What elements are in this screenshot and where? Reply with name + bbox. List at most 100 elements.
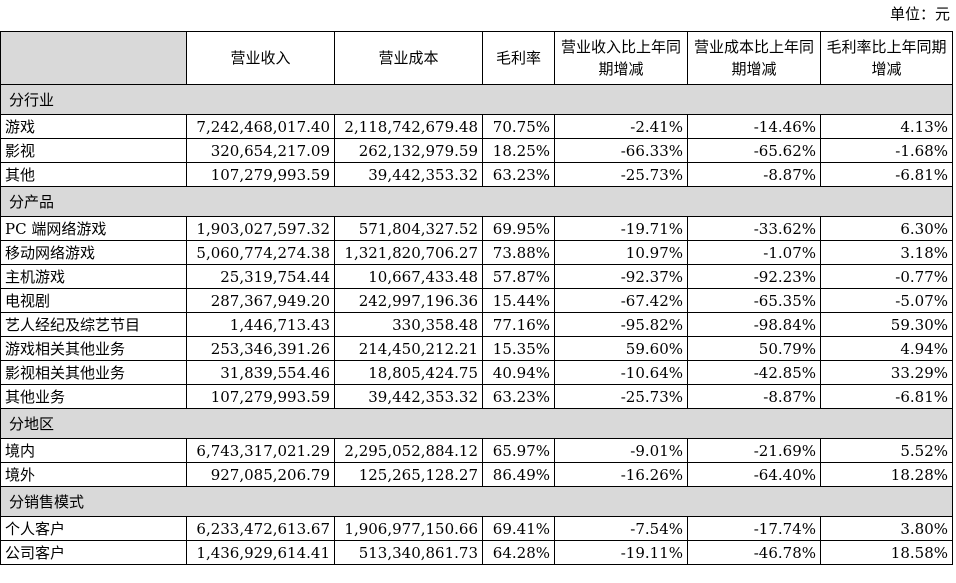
cost-yoy-cell: -21.69% [687,438,821,463]
revenue-yoy-cell: -19.11% [554,540,688,565]
cost-yoy-cell: -8.87% [687,162,821,187]
table-row: 其他 107,279,993.59 39,442,353.32 63.23% -25.7… [0,162,953,187]
column-header-revenue: 营业收入 [186,31,335,85]
table-row: 公司客户 1,436,929,614.41 513,340,861.73 64.28%… [0,540,953,565]
cost-yoy-cell: -42.85% [687,360,821,385]
revenue-cell: 253,346,391.26 [186,336,335,361]
revenue-yoy-cell: -19.71% [554,216,688,241]
revenue-yoy-cell: -2.41% [554,114,688,139]
margin-yoy-cell: 5.52% [820,438,953,463]
margin-yoy-cell: -0.77% [820,264,953,289]
financial-breakdown-table: 营业收入 营业成本 毛利率 营业收入比上年同期增减 营业成本比上年同期增减 毛利… [0,31,953,565]
margin-yoy-cell: -6.81% [820,384,953,409]
table-row: 主机游戏 25,319,754.44 10,667,433.48 57.87% -92.… [0,264,953,289]
cost-yoy-cell: -1.07% [687,240,821,265]
gross-margin-cell: 65.97% [482,438,555,463]
revenue-yoy-cell: 59.60% [554,336,688,361]
gross-margin-cell: 40.94% [482,360,555,385]
gross-margin-cell: 63.23% [482,162,555,187]
row-label: 个人客户 [0,516,187,541]
gross-margin-cell: 57.87% [482,264,555,289]
cost-yoy-cell: -64.40% [687,462,821,487]
gross-margin-cell: 69.95% [482,216,555,241]
table-body: 分行业 游戏 7,242,468,017.40 2,118,742,679.48 70.… [0,84,953,565]
revenue-cell: 7,242,468,017.40 [186,114,335,139]
revenue-cell: 1,903,027,597.32 [186,216,335,241]
gross-margin-cell: 70.75% [482,114,555,139]
row-label: 公司客户 [0,540,187,565]
table-row: 个人客户 6,233,472,613.67 1,906,977,150.66 69.4… [0,516,953,541]
table-row: 影视相关其他业务 31,839,554.46 18,805,424.75 40.94%… [0,360,953,385]
section-header-row: 分地区 [0,408,953,439]
margin-yoy-cell: 18.28% [820,462,953,487]
gross-margin-cell: 69.41% [482,516,555,541]
margin-yoy-cell: -1.68% [820,138,953,163]
row-label: 游戏相关其他业务 [0,336,187,361]
cost-yoy-cell: 50.79% [687,336,821,361]
cost-cell: 262,132,979.59 [334,138,483,163]
row-label: 游戏 [0,114,187,139]
column-header-label [0,31,187,85]
cost-cell: 2,118,742,679.48 [334,114,483,139]
section-title: 分地区 [0,408,953,439]
gross-margin-cell: 77.16% [482,312,555,337]
revenue-yoy-cell: -25.73% [554,162,688,187]
cost-cell: 242,997,196.36 [334,288,483,313]
cost-yoy-cell: -65.62% [687,138,821,163]
cost-cell: 39,442,353.32 [334,162,483,187]
table-row: 其他业务 107,279,993.59 39,442,353.32 63.23% -25… [0,384,953,409]
cost-yoy-cell: -46.78% [687,540,821,565]
cost-yoy-cell: -8.87% [687,384,821,409]
cost-cell: 10,667,433.48 [334,264,483,289]
revenue-cell: 31,839,554.46 [186,360,335,385]
cost-yoy-cell: -98.84% [687,312,821,337]
header-row: 营业收入 营业成本 毛利率 营业收入比上年同期增减 营业成本比上年同期增减 毛利… [0,31,953,85]
revenue-yoy-cell: -7.54% [554,516,688,541]
cost-yoy-cell: -33.62% [687,216,821,241]
revenue-cell: 1,436,929,614.41 [186,540,335,565]
unit-note: 单位：元 [889,5,950,23]
revenue-cell: 5,060,774,274.38 [186,240,335,265]
revenue-yoy-cell: -92.37% [554,264,688,289]
column-header-revenue-yoy: 营业收入比上年同期增减 [554,31,688,85]
column-header-margin-yoy: 毛利率比上年同期增减 [820,31,953,85]
margin-yoy-cell: -5.07% [820,288,953,313]
revenue-yoy-cell: -9.01% [554,438,688,463]
row-label: 艺人经纪及综艺节目 [0,312,187,337]
revenue-yoy-cell: -25.73% [554,384,688,409]
revenue-yoy-cell: -67.42% [554,288,688,313]
table-row: 移动网络游戏 5,060,774,274.38 1,321,820,706.27 73… [0,240,953,265]
cost-cell: 2,295,052,884.12 [334,438,483,463]
cost-cell: 18,805,424.75 [334,360,483,385]
cost-cell: 513,340,861.73 [334,540,483,565]
cost-cell: 1,321,820,706.27 [334,240,483,265]
gross-margin-cell: 73.88% [482,240,555,265]
gross-margin-cell: 15.35% [482,336,555,361]
cost-cell: 571,804,327.52 [334,216,483,241]
revenue-yoy-cell: -16.26% [554,462,688,487]
column-header-cost: 营业成本 [334,31,483,85]
row-label: 影视 [0,138,187,163]
revenue-cell: 25,319,754.44 [186,264,335,289]
revenue-cell: 107,279,993.59 [186,384,335,409]
gross-margin-cell: 86.49% [482,462,555,487]
section-header-row: 分产品 [0,186,953,217]
column-header-cost-yoy: 营业成本比上年同期增减 [687,31,821,85]
table-row: 电视剧 287,367,949.20 242,997,196.36 15.44% -67… [0,288,953,313]
section-title: 分行业 [0,84,953,115]
margin-yoy-cell: 3.80% [820,516,953,541]
row-label: 境外 [0,462,187,487]
section-title: 分销售模式 [0,486,953,517]
cost-cell: 125,265,128.27 [334,462,483,487]
table-row: 游戏相关其他业务 253,346,391.26 214,450,212.21 15.3… [0,336,953,361]
row-label: 影视相关其他业务 [0,360,187,385]
gross-margin-cell: 64.28% [482,540,555,565]
margin-yoy-cell: 3.18% [820,240,953,265]
gross-margin-cell: 63.23% [482,384,555,409]
section-title: 分产品 [0,186,953,217]
margin-yoy-cell: 6.30% [820,216,953,241]
revenue-yoy-cell: 10.97% [554,240,688,265]
revenue-yoy-cell: -10.64% [554,360,688,385]
row-label: 电视剧 [0,288,187,313]
cost-cell: 39,442,353.32 [334,384,483,409]
